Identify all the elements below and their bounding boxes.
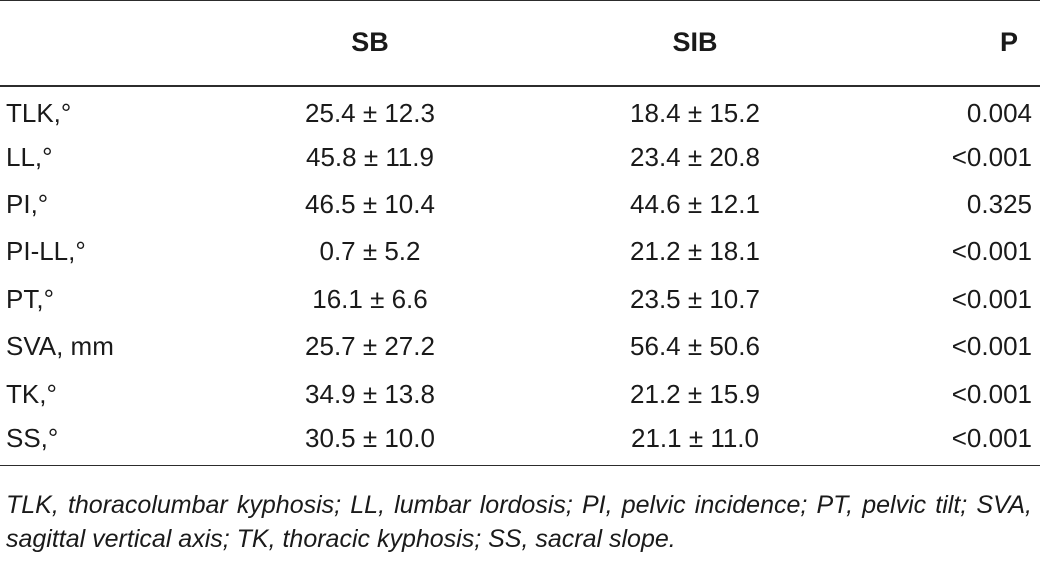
header-row: SB SIB P	[0, 0, 1040, 86]
row-label: TK,°	[6, 378, 57, 409]
row-sb-value: 16.1 ± 6.6	[312, 283, 428, 314]
header-sb: SB	[351, 27, 389, 57]
row-sib-value: 21.2 ± 18.1	[630, 236, 760, 267]
table-row: LL,° 45.8 ± 11.9 23.4 ± 20.8 <0.001	[0, 133, 1040, 180]
row-sb-value: 45.8 ± 11.9	[306, 141, 434, 172]
row-sb-value: 30.5 ± 10.0	[305, 422, 435, 453]
table-row: PT,° 16.1 ± 6.6 23.5 ± 10.7 <0.001	[0, 276, 1040, 323]
table-footnote: TLK, thoracolumbar kyphosis; LL, lumbar …	[6, 491, 1032, 553]
row-label: SS,°	[6, 422, 59, 453]
table-row: TK,° 34.9 ± 13.8 21.2 ± 15.9 <0.001	[0, 370, 1040, 417]
row-p-value: <0.001	[951, 141, 1032, 172]
row-label: PI-LL,°	[6, 236, 86, 267]
header-sib: SIB	[672, 27, 718, 57]
table-body: TLK,° 25.4 ± 12.3 18.4 ± 15.2 0.004 LL,°…	[0, 86, 1040, 466]
row-sb-value: 25.7 ± 27.2	[305, 331, 435, 362]
row-p-value: <0.001	[951, 378, 1032, 409]
row-sib-value: 23.4 ± 20.8	[630, 141, 760, 172]
row-sib-value: 23.5 ± 10.7	[630, 283, 760, 314]
row-p-value: <0.001	[951, 236, 1032, 267]
table-row: SS,° 30.5 ± 10.0 21.1 ± 11.0 <0.001	[0, 418, 1040, 466]
row-p-value: 0.004	[966, 97, 1032, 128]
comparison-table: SB SIB P TLK,° 25.4 ± 12.3 18.4 ± 15.2 0…	[0, 0, 1040, 466]
table-header: SB SIB P	[0, 0, 1040, 86]
table-row: PI-LL,° 0.7 ± 5.2 21.2 ± 18.1 <0.001	[0, 228, 1040, 275]
row-sib-value: 21.1 ± 11.0	[631, 422, 759, 453]
row-sib-value: 56.4 ± 50.6	[630, 331, 760, 362]
data-table-container: SB SIB P TLK,° 25.4 ± 12.3 18.4 ± 15.2 0…	[0, 0, 1040, 466]
row-sb-value: 34.9 ± 13.8	[305, 378, 435, 409]
row-p-value: <0.001	[951, 331, 1032, 362]
row-p-value: 0.325	[966, 188, 1032, 219]
row-sb-value: 25.4 ± 12.3	[305, 97, 435, 128]
row-sib-value: 44.6 ± 12.1	[630, 188, 760, 219]
row-sb-value: 0.7 ± 5.2	[319, 236, 421, 267]
table-top-rule	[0, 0, 1040, 1]
row-label: PI,°	[6, 188, 49, 219]
row-p-value: <0.001	[951, 422, 1032, 453]
row-label: TLK,°	[6, 97, 72, 128]
row-sb-value: 46.5 ± 10.4	[305, 188, 435, 219]
header-p: P	[999, 27, 1018, 57]
row-label: SVA, mm	[6, 331, 114, 362]
row-p-value: <0.001	[951, 283, 1032, 314]
row-sib-value: 18.4 ± 15.2	[630, 97, 760, 128]
table-row: SVA, mm 25.7 ± 27.2 56.4 ± 50.6 <0.001	[0, 323, 1040, 370]
row-sib-value: 21.2 ± 15.9	[630, 378, 760, 409]
table-row: TLK,° 25.4 ± 12.3 18.4 ± 15.2 0.004	[0, 86, 1040, 133]
row-label: LL,°	[6, 141, 53, 172]
table-row: PI,° 46.5 ± 10.4 44.6 ± 12.1 0.325	[0, 181, 1040, 228]
header-label	[0, 0, 210, 86]
row-label: PT,°	[6, 283, 54, 314]
